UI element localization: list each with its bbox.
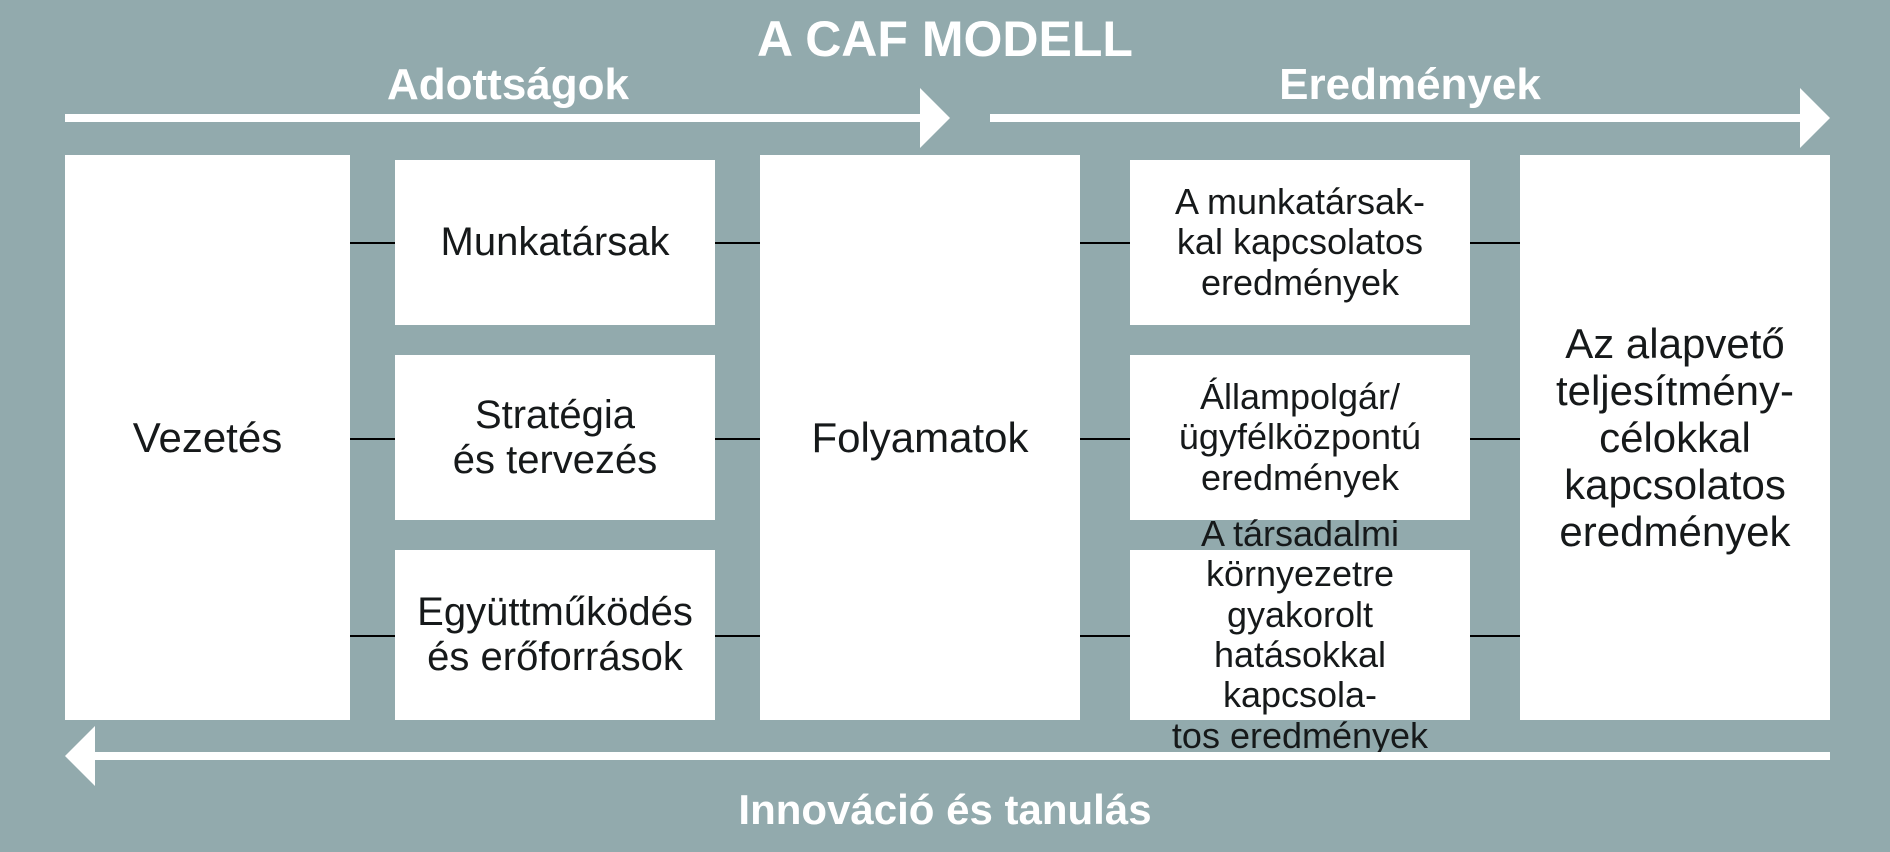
arrow-enablers: [65, 114, 920, 122]
box-society-results: A társadalmikörnyezetre gyakorolthatások…: [1130, 550, 1470, 720]
box-strategy: Stratégiaés tervezés: [395, 355, 715, 520]
box-processes: Folyamatok: [760, 155, 1080, 720]
box-leadership-label: Vezetés: [133, 414, 282, 461]
connector-line: [1080, 438, 1130, 440]
connector-line: [715, 242, 760, 244]
connector-line: [1470, 438, 1520, 440]
connector-line: [350, 635, 395, 637]
connector-line: [715, 635, 760, 637]
box-people-results: A munkatársak-kal kapcsolatoseredmények: [1130, 160, 1470, 325]
box-partnerships-label: Együttműködésés erőforrások: [417, 590, 693, 680]
diagram-title: A CAF MODELL: [757, 10, 1133, 68]
arrow-enablers-head: [920, 88, 950, 148]
box-people-label: Munkatársak: [441, 220, 670, 265]
connector-line: [350, 438, 395, 440]
box-citizen-results-label: Állampolgár/ügyfélközpontúeredmények: [1179, 377, 1421, 498]
arrow-results-head: [1800, 88, 1830, 148]
arrow-innovation-head: [65, 726, 95, 786]
connector-line: [1080, 242, 1130, 244]
box-people: Munkatársak: [395, 160, 715, 325]
box-citizen-results: Állampolgár/ügyfélközpontúeredmények: [1130, 355, 1470, 520]
box-key-performance: Az alapvetőteljesítmény-célokkalkapcsola…: [1520, 155, 1830, 720]
label-innovation-learning: Innováció és tanulás: [738, 786, 1151, 834]
box-key-performance-label: Az alapvetőteljesítmény-célokkalkapcsola…: [1556, 320, 1794, 555]
box-processes-label: Folyamatok: [811, 414, 1028, 461]
arrow-innovation: [95, 752, 1830, 760]
box-partnerships: Együttműködésés erőforrások: [395, 550, 715, 720]
box-strategy-label: Stratégiaés tervezés: [453, 393, 658, 483]
connector-line: [1470, 242, 1520, 244]
box-society-results-label: A társadalmikörnyezetre gyakorolthatások…: [1140, 514, 1460, 756]
connector-line: [715, 438, 760, 440]
box-leadership: Vezetés: [65, 155, 350, 720]
connector-line: [1470, 635, 1520, 637]
connector-line: [1080, 635, 1130, 637]
section-label-enablers: Adottságok: [387, 60, 629, 110]
section-label-results: Eredmények: [1279, 60, 1541, 110]
box-people-results-label: A munkatársak-kal kapcsolatoseredmények: [1175, 182, 1425, 303]
connector-line: [350, 242, 395, 244]
arrow-results: [990, 114, 1800, 122]
